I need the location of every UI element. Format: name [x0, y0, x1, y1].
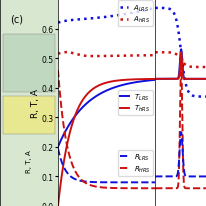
Bar: [3, 35, 55, 93]
Text: (c): (c): [10, 14, 23, 24]
Text: R, T, A: R, T, A: [26, 149, 32, 172]
Bar: [3, 97, 55, 134]
Legend: $R_{LRS}$, $R_{HRS}$: $R_{LRS}$, $R_{HRS}$: [117, 150, 152, 176]
Y-axis label: R, T, A: R, T, A: [31, 89, 40, 117]
